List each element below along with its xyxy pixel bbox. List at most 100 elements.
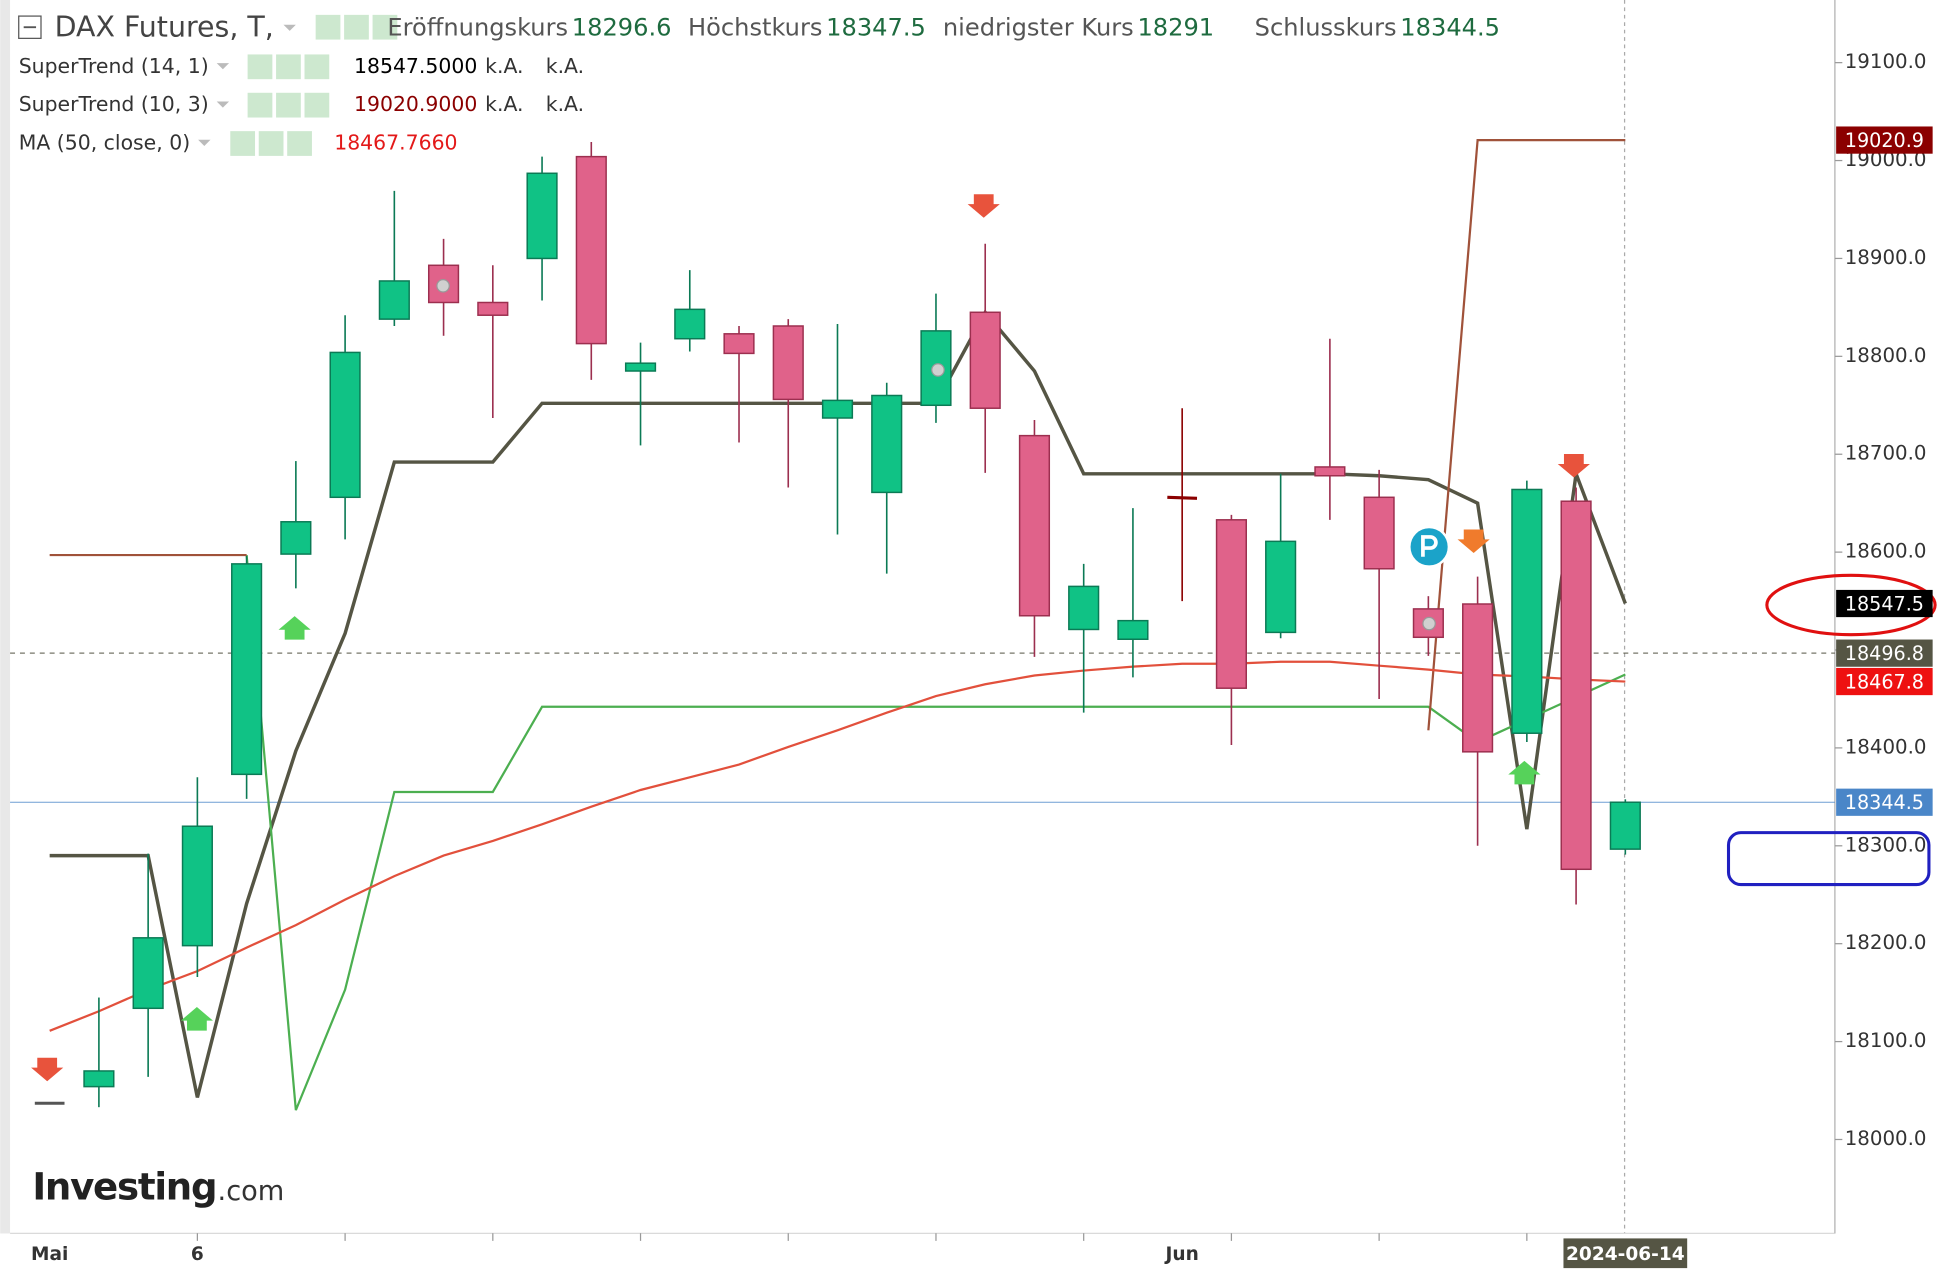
- y-tick-label: 19100.0: [1845, 50, 1927, 73]
- indicator-value: 18547.5000: [354, 54, 477, 78]
- moving-average: [49, 660, 1626, 1032]
- x-cursor-label: 2024-06-14: [1566, 1244, 1685, 1265]
- candle-body: [821, 399, 854, 419]
- ohlc-value: 18344.5: [1400, 13, 1500, 41]
- price-tag: [1836, 639, 1933, 667]
- candle-body: [1511, 488, 1543, 734]
- ohlc-label: Schlusskurs: [1255, 13, 1397, 41]
- indicator-value: 18467.7660: [334, 131, 457, 155]
- y-tick-label: 18300.0: [1845, 833, 1927, 856]
- x-cursor-box: [1563, 1238, 1688, 1269]
- candle-body: [575, 155, 607, 345]
- price-tag-label: 18547.5: [1845, 592, 1924, 615]
- indicator-name: MA (50, close, 0): [19, 131, 190, 155]
- candle-body: [772, 325, 804, 401]
- indicator-button[interactable]: [276, 92, 301, 118]
- candle-body: [83, 1070, 115, 1088]
- candle-body: [1462, 603, 1494, 753]
- indicator-button[interactable]: [276, 54, 301, 80]
- candle-body: [1609, 801, 1641, 850]
- logo: Investing: [32, 1165, 216, 1208]
- price-tag: [1836, 126, 1933, 154]
- candle-body: [1068, 585, 1100, 631]
- price-tag-label: 19020.9: [1845, 129, 1924, 152]
- indicator-name: SuperTrend (10, 3): [19, 92, 209, 116]
- candle-body: [624, 362, 657, 372]
- x-tick-label: Jun: [1164, 1244, 1199, 1265]
- indicator-button[interactable]: [304, 54, 330, 80]
- dropdown-caret[interactable]: [198, 139, 211, 146]
- candle-body: [674, 308, 706, 340]
- candle-body: [1314, 466, 1346, 477]
- marker-dot: [931, 363, 945, 377]
- price-tag-label: 18467.8: [1845, 670, 1924, 693]
- highlight-ellipse: [1765, 573, 1937, 637]
- y-tick-label: 18100.0: [1845, 1029, 1927, 1052]
- x-tick-label: Mai: [31, 1244, 68, 1265]
- indicator-name: SuperTrend (14, 1): [19, 54, 209, 78]
- candle-body: [378, 280, 410, 320]
- price-tag-label: 18496.8: [1845, 642, 1924, 665]
- ohlc-value: 18296.6: [572, 13, 672, 41]
- sell-arrow: [31, 1057, 64, 1082]
- indicator-button[interactable]: [230, 131, 256, 156]
- y-tick-label: 18700.0: [1845, 442, 1927, 465]
- x-tick-label: 6: [191, 1244, 204, 1265]
- candle-body: [1167, 495, 1198, 500]
- candle-body: [181, 825, 213, 947]
- indicator-extra: k.A.: [546, 92, 584, 116]
- y-tick-label: 18200.0: [1845, 931, 1927, 954]
- ohlc-label: Höchstkurs: [688, 13, 822, 41]
- candle-body: [1215, 519, 1247, 689]
- candle-body: [1117, 619, 1149, 640]
- dropdown-caret[interactable]: [216, 101, 230, 108]
- marker-dot: [1422, 616, 1436, 631]
- left-edge: [0, 0, 11, 1234]
- indicator-value: 19020.9000: [354, 92, 477, 116]
- indicator-button[interactable]: [258, 131, 284, 156]
- indicator-button[interactable]: [372, 14, 398, 40]
- indicator-extra: k.A.: [546, 54, 584, 78]
- candle-body: [1265, 540, 1297, 634]
- dropdown-caret[interactable]: [283, 24, 296, 31]
- indicator-button[interactable]: [247, 92, 273, 118]
- indicator-button[interactable]: [344, 14, 369, 40]
- price-tag-label: 18344.5: [1845, 791, 1924, 814]
- buy-arrow: [180, 1007, 213, 1031]
- instrument-title: DAX Futures, T,: [55, 10, 274, 43]
- logo-suffix: .com: [218, 1176, 285, 1207]
- candle-body: [723, 333, 755, 355]
- candle-body: [280, 521, 312, 555]
- candle-body: [1560, 500, 1592, 871]
- candle-body: [1018, 434, 1051, 617]
- y-tick-label: 18800.0: [1845, 344, 1927, 367]
- sell-arrow: [1457, 529, 1490, 554]
- plot: [10, 138, 1835, 1111]
- y-tick-label: 18000.0: [1845, 1127, 1927, 1150]
- ohlc-value: 18347.5: [826, 13, 926, 41]
- y-tick-label: 18600.0: [1845, 540, 1927, 563]
- indicator-button[interactable]: [247, 54, 273, 80]
- y-tick-label: 18400.0: [1845, 735, 1927, 758]
- ohlc-label: Eröffnungskurs: [387, 13, 568, 41]
- indicator-button[interactable]: [304, 92, 330, 118]
- sell-arrow: [967, 194, 1000, 218]
- pivot-icon: [1421, 535, 1438, 557]
- dropdown-caret[interactable]: [216, 63, 230, 70]
- signals: [31, 194, 1590, 1082]
- sell-arrow: [1557, 454, 1590, 478]
- collapse-button[interactable]: [18, 15, 42, 39]
- indicator-extra: k.A.: [485, 54, 523, 78]
- indicator-button[interactable]: [287, 131, 312, 156]
- supertrend-lower: [245, 554, 1626, 1111]
- price-tag: [1836, 667, 1933, 696]
- y-tick-label: 18900.0: [1845, 246, 1927, 269]
- indicator-button[interactable]: [315, 14, 341, 40]
- indicator-extra: k.A.: [485, 92, 523, 116]
- candle-body: [329, 351, 361, 499]
- buy-arrow: [1508, 760, 1541, 785]
- candle-body: [969, 311, 1001, 409]
